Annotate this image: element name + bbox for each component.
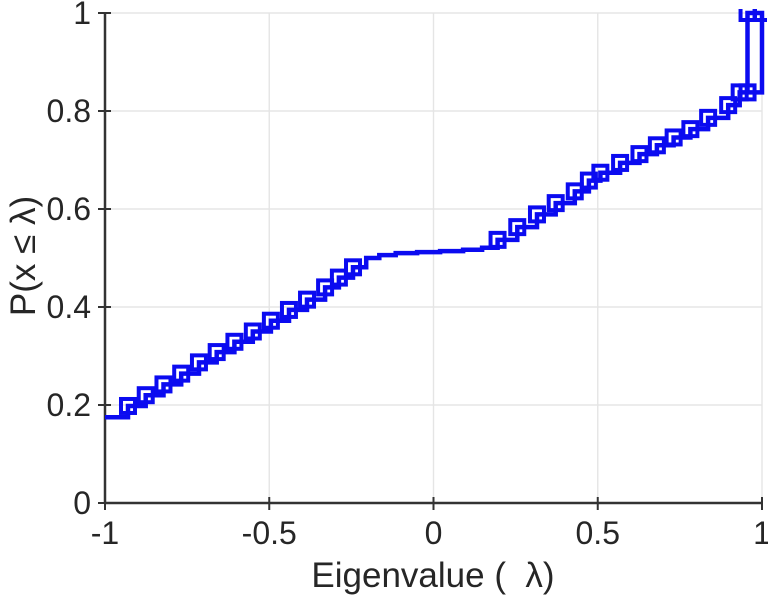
x-axis-label: Eigenvalue ( λ) [311, 556, 555, 595]
tick-label-y: 0.4 [47, 289, 91, 325]
cdf-marker [565, 182, 584, 201]
tick-label-x: 1 [753, 515, 768, 551]
cdf-marker [118, 396, 137, 415]
tick-label-y: 0.2 [47, 387, 91, 423]
cdf-marker [225, 332, 244, 351]
cdf-marker [329, 268, 348, 287]
cdf-marker [243, 322, 262, 341]
cdf-marker [611, 153, 630, 172]
cdf-marker [279, 300, 298, 319]
cdf-marker [719, 96, 738, 115]
cdf-marker [261, 311, 280, 330]
cdf-marker [154, 375, 173, 394]
tick-label-x: 0 [425, 515, 443, 551]
y-axis-label: P(x ≤ λ) [4, 195, 43, 317]
cdf-step-line [105, 10, 765, 420]
cdf-marker [699, 108, 718, 127]
tick-label-x: -0.5 [242, 515, 297, 551]
cdf-marker [630, 145, 649, 164]
cdf-marker [591, 163, 610, 182]
cdf-marker [136, 386, 155, 405]
cdf-marker [344, 258, 363, 277]
cdf-marker [546, 194, 565, 213]
cdf-marker [664, 128, 683, 147]
cdf-marker [316, 278, 335, 297]
cdf-marker [647, 136, 666, 155]
tick-label-x: -1 [91, 515, 119, 551]
cdf-marker [508, 218, 527, 237]
cdf-marker [738, 83, 757, 102]
cdf-marker [207, 343, 226, 362]
cdf-marker [298, 290, 317, 309]
cdf-marker [488, 230, 507, 249]
tick-label-x: 0.5 [576, 515, 620, 551]
tick-label-y: 0 [73, 485, 91, 521]
tick-label-y: 0.8 [47, 93, 91, 129]
cdf-marker [172, 364, 191, 383]
tick-label-y: 0.6 [47, 191, 91, 227]
tick-label-y: 1 [73, 0, 91, 31]
cdf-marker [753, 9, 767, 22]
cdf-marker [681, 120, 700, 139]
cdf-marker [189, 353, 208, 372]
cdf-marker [527, 205, 546, 224]
